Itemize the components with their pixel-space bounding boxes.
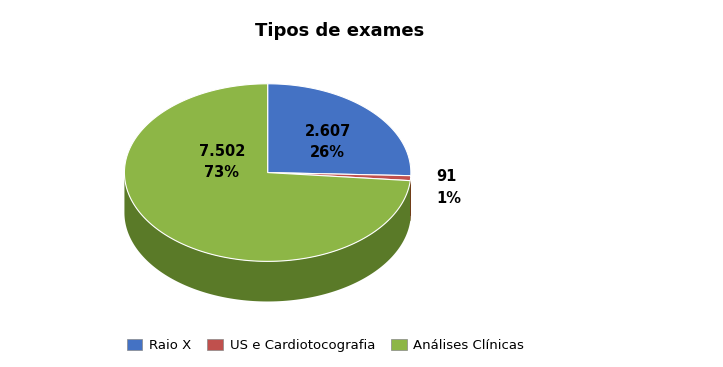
Polygon shape (124, 84, 410, 261)
Polygon shape (268, 172, 411, 216)
Polygon shape (124, 173, 410, 301)
Text: 26%: 26% (310, 145, 346, 160)
Text: 1%: 1% (437, 191, 462, 206)
Polygon shape (268, 172, 410, 221)
Polygon shape (268, 172, 410, 221)
Text: 2.607: 2.607 (304, 124, 351, 139)
Polygon shape (268, 84, 411, 176)
Text: 91: 91 (437, 170, 457, 184)
Text: 7.502: 7.502 (199, 143, 245, 159)
Text: 73%: 73% (205, 165, 239, 180)
Legend: Raio X, US e Cardiotocografia, Análises Clínicas: Raio X, US e Cardiotocografia, Análises … (121, 334, 529, 357)
Polygon shape (268, 172, 411, 216)
Polygon shape (268, 172, 411, 181)
Text: Tipos de exames: Tipos de exames (255, 22, 424, 40)
